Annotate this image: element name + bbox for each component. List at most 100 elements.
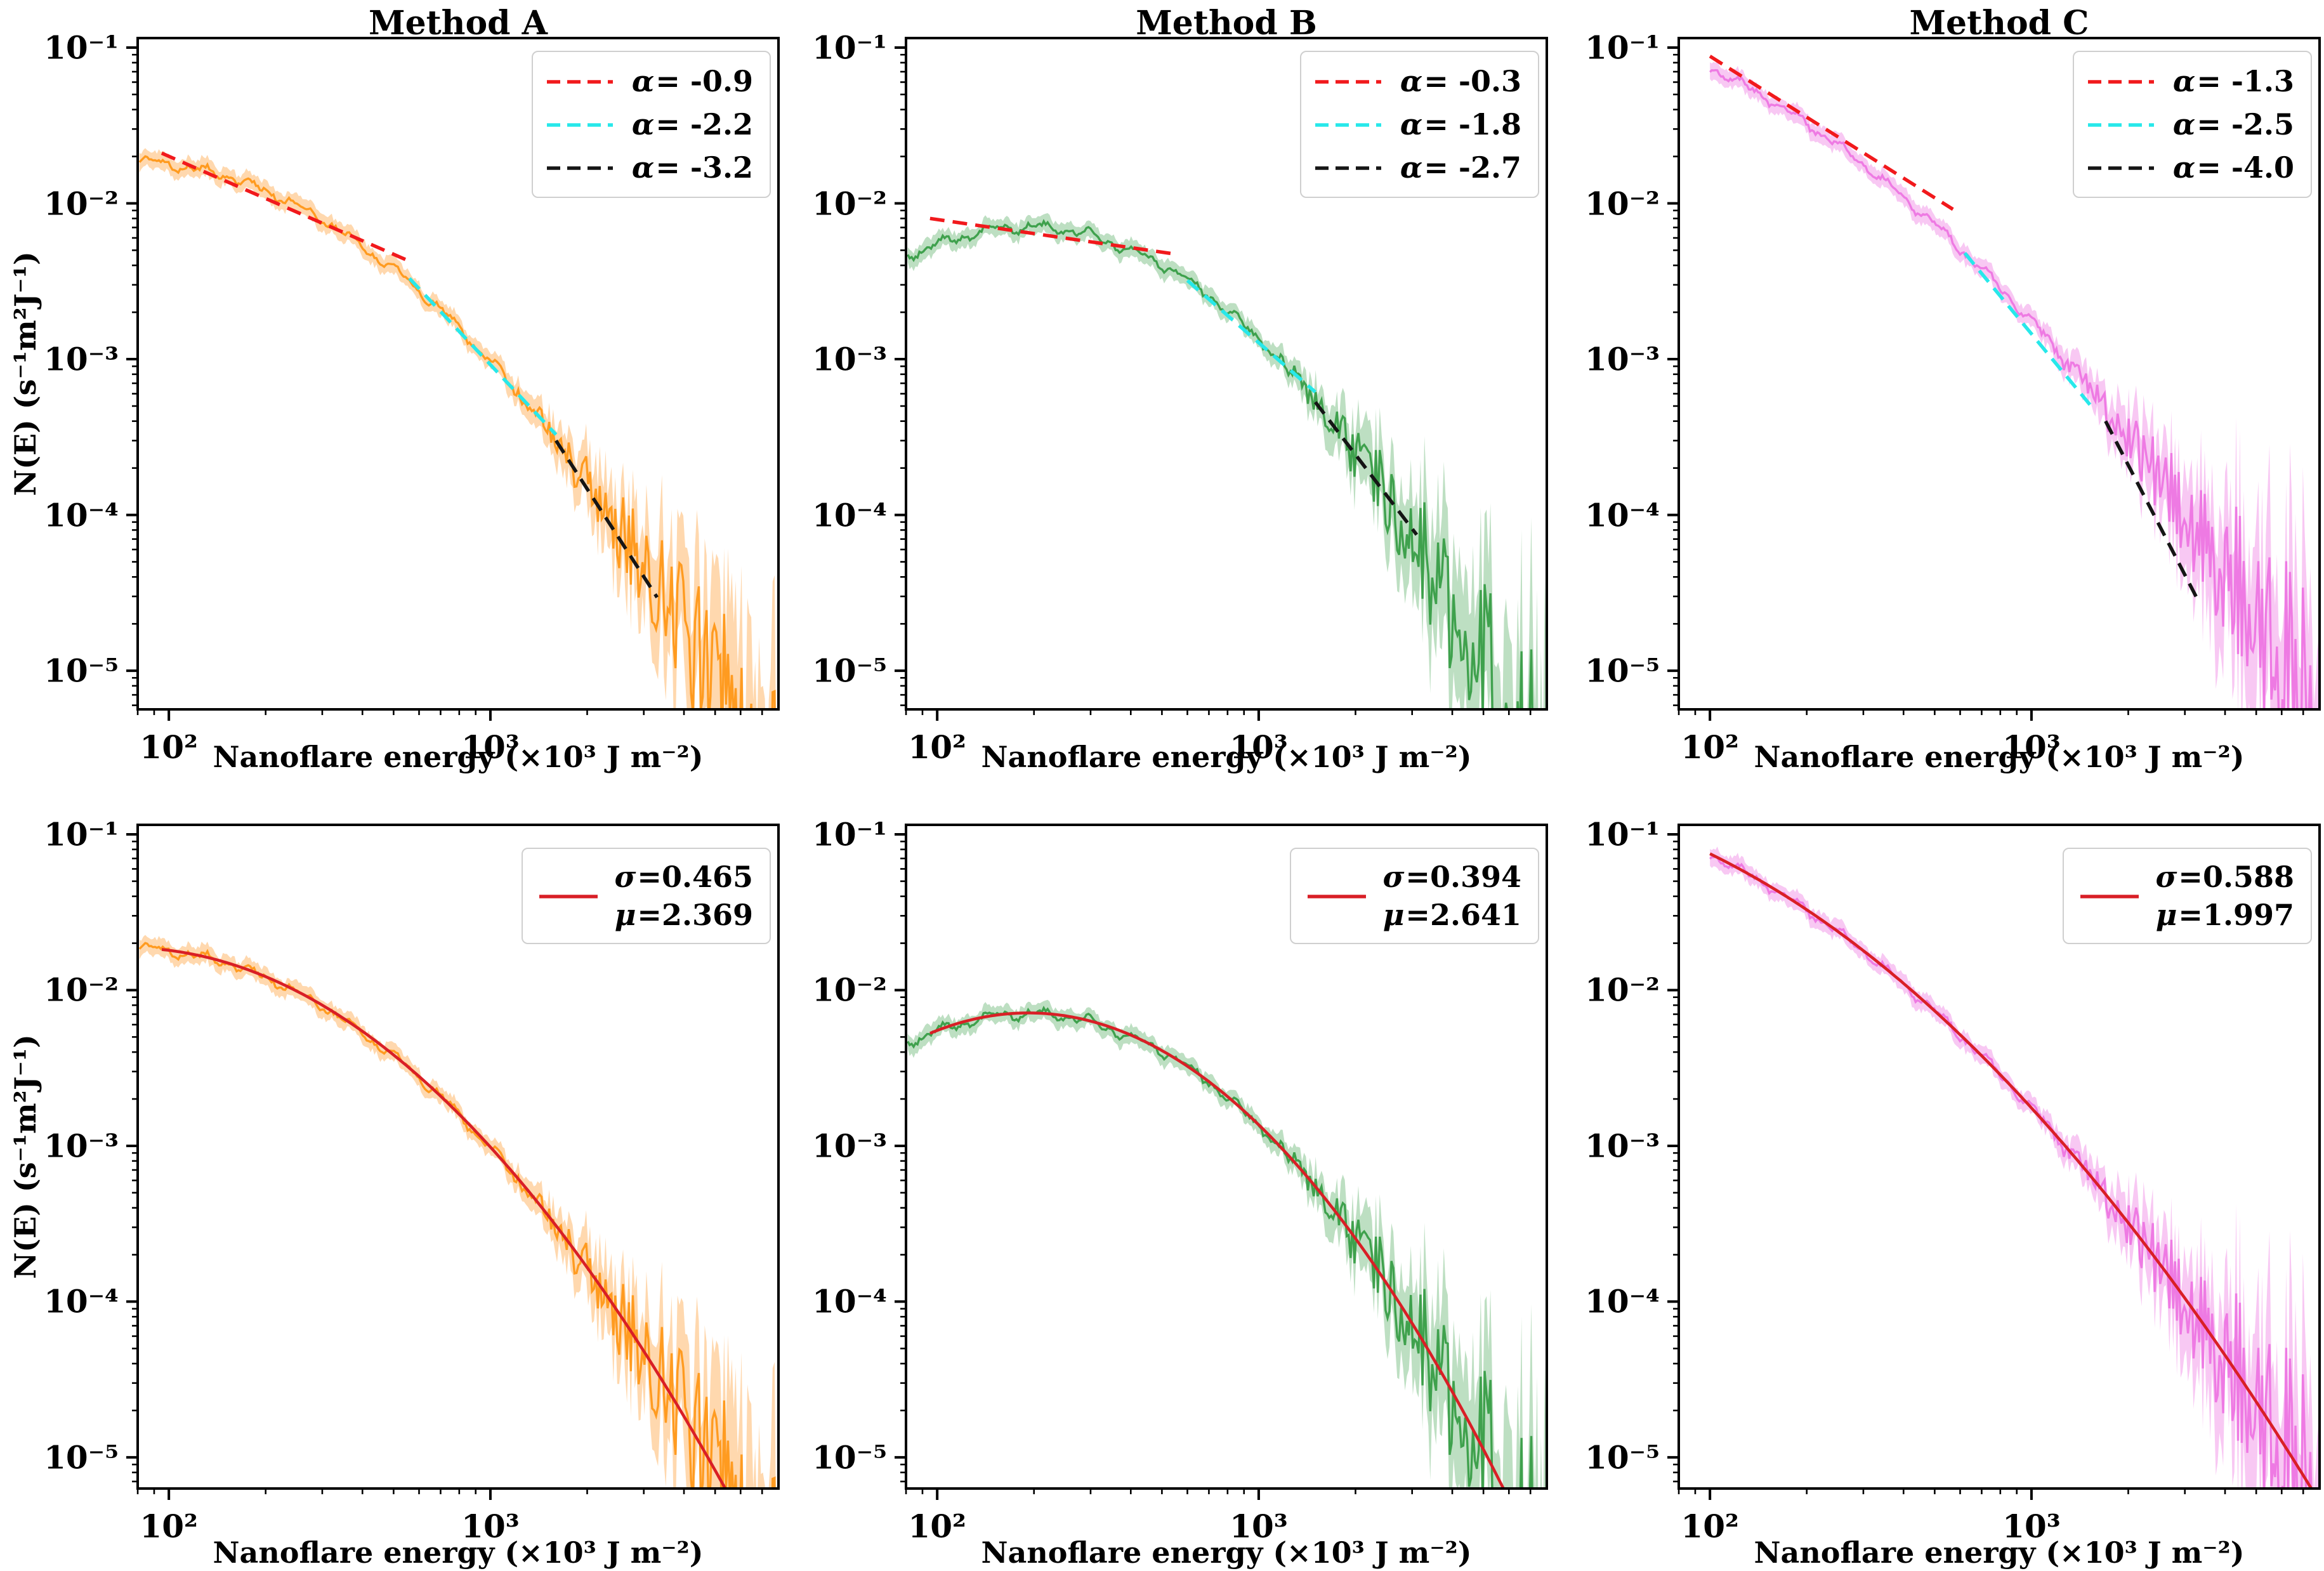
y-tick-label: 10⁻² — [812, 971, 887, 1009]
powerlaw-fit-line-alpha--1.8 — [1186, 279, 1316, 393]
plot-method-b-lognormal — [895, 824, 1548, 1500]
y-tick-label: 10⁻⁵ — [812, 652, 887, 690]
y-tick-label: 10⁻¹ — [44, 815, 119, 853]
x-axis-label: Nanoflare energy (×10³ J m⁻²) — [981, 1535, 1472, 1570]
x-tick-label: 10² — [140, 1508, 198, 1545]
error-band — [907, 999, 1547, 1489]
y-tick-label: 10⁻³ — [1585, 1127, 1660, 1165]
powerlaw-fit-line-alpha--0.3 — [929, 216, 1178, 256]
y-tick-label: 10⁻¹ — [44, 29, 119, 67]
powerlaw-fit-line-alpha--2.5 — [1963, 252, 2092, 406]
powerlaw-fit-line-alpha--2.2 — [408, 277, 558, 436]
legend-label: α= -2.7 — [1400, 150, 1521, 185]
y-tick-label: 10⁻⁵ — [1585, 1438, 1660, 1476]
legend-method-b-lognormal: σ=0.394 μ=2.641 — [1290, 848, 1539, 944]
y-tick-label: 10⁻³ — [44, 340, 119, 378]
legend-label: σ=0.588 — [2155, 860, 2294, 894]
y-tick-label: 10⁻⁵ — [1585, 652, 1660, 690]
x-tick-label: 10² — [140, 728, 198, 766]
legend-dashed-line-sample — [2087, 162, 2154, 174]
y-tick-label: 10⁻⁴ — [812, 496, 887, 534]
legend-entry: α= -1.3 — [2087, 60, 2294, 103]
legend-label: α= -2.2 — [631, 107, 753, 141]
legend-dashed-line-sample — [2087, 76, 2154, 88]
legend-label: μ=1.997 — [2155, 898, 2294, 932]
x-axis-label: Nanoflare energy (×10³ J m⁻²) — [1754, 740, 2245, 774]
legend-solid-line-sample — [2080, 890, 2139, 902]
legend-dashed-line-sample — [2087, 119, 2154, 131]
legend-label: α= -1.8 — [1400, 107, 1521, 141]
legend-label: α= -0.9 — [631, 64, 753, 98]
data-curve — [1709, 855, 2313, 1489]
y-tick-label: 10⁻² — [812, 185, 887, 222]
error-band — [139, 935, 778, 1489]
legend-dashed-line-sample — [1315, 76, 1381, 88]
legend-method-c-powerlaw: α= -1.3 α= -2.5 α= -4.0 — [2072, 51, 2312, 198]
legend-dashed-line-sample — [546, 76, 613, 88]
y-tick-label: 10⁻³ — [812, 1127, 887, 1165]
error-band — [907, 213, 1547, 709]
y-tick-label: 10⁻² — [1585, 971, 1660, 1009]
y-axis-label-top-row: N(E) (s⁻¹m²J⁻¹) — [8, 251, 43, 496]
y-axis-label-bottom-row: N(E) (s⁻¹m²J⁻¹) — [8, 1034, 43, 1279]
legend-label: α= -1.3 — [2172, 64, 2294, 98]
legend-entry: α= -3.2 — [546, 146, 753, 189]
lognormal-fit-line — [1709, 852, 2313, 1489]
powerlaw-fit-line-alpha--1.3 — [1709, 55, 1954, 211]
y-tick-label: 10⁻² — [1585, 185, 1660, 222]
x-axis-label: Nanoflare energy (×10³ J m⁻²) — [981, 740, 1472, 774]
x-axis-label: Nanoflare energy (×10³ J m⁻²) — [1754, 1535, 2245, 1570]
error-band — [1710, 846, 2320, 1489]
x-axis-label: Nanoflare energy (×10³ J m⁻²) — [213, 1535, 704, 1570]
plot-border — [136, 824, 780, 1490]
x-tick-label: 10³ — [461, 728, 520, 766]
legend-entry: α= -2.5 — [2087, 103, 2294, 146]
y-tick-label: 10⁻⁵ — [812, 1438, 887, 1476]
legend-label: μ=2.369 — [614, 898, 753, 932]
axis-ticks — [1667, 832, 2304, 1500]
data-curve — [138, 942, 776, 1489]
legend-label: α= -2.5 — [2172, 107, 2294, 141]
data-curve — [138, 155, 776, 709]
y-tick-label: 10⁻⁴ — [44, 1282, 119, 1320]
powerlaw-fit-line-alpha--3.2 — [555, 439, 659, 598]
error-band — [139, 148, 778, 709]
y-tick-label: 10⁻⁴ — [812, 1282, 887, 1320]
legend-dashed-line-sample — [546, 162, 613, 174]
x-tick-label: 10³ — [2002, 1508, 2061, 1545]
y-tick-label: 10⁻⁴ — [1585, 496, 1660, 534]
x-tick-label: 10³ — [1230, 1508, 1288, 1545]
y-tick-label: 10⁻³ — [1585, 340, 1660, 378]
legend-dashed-line-sample — [1315, 162, 1381, 174]
legend-entry: α= -4.0 — [2087, 146, 2294, 189]
legend-solid-line-sample — [1308, 890, 1367, 902]
legend-label: σ=0.465 — [614, 860, 753, 894]
legend-label: α= -0.3 — [1400, 64, 1521, 98]
lognormal-fit-line — [929, 1011, 1506, 1489]
axis-ticks — [895, 46, 1532, 721]
y-tick-label: 10⁻⁵ — [44, 1438, 119, 1476]
axis-ticks — [1667, 46, 2304, 721]
axis-ticks — [126, 832, 763, 1500]
y-tick-label: 10⁻⁴ — [1585, 1282, 1660, 1320]
legend-dashed-line-sample — [1315, 119, 1381, 131]
panel-title-method-a: Method A — [369, 4, 548, 43]
x-tick-label: 10³ — [1230, 728, 1288, 766]
plot-method-c-lognormal — [1667, 824, 2321, 1500]
y-tick-label: 10⁻¹ — [1585, 815, 1660, 853]
legend-label: α= -3.2 — [631, 150, 753, 185]
panel-title-method-b: Method B — [1136, 4, 1317, 43]
y-tick-label: 10⁻² — [44, 185, 119, 222]
legend-dashed-line-sample — [546, 119, 613, 131]
plot-method-c-powerlaw — [1667, 37, 2321, 721]
y-tick-label: 10⁻⁴ — [44, 496, 119, 534]
lognormal-fit-line — [161, 948, 727, 1489]
y-tick-label: 10⁻¹ — [812, 815, 887, 853]
x-axis-label: Nanoflare energy (×10³ J m⁻²) — [213, 740, 704, 774]
data-curve — [1709, 69, 2313, 709]
legend-label: α= -4.0 — [2172, 150, 2294, 185]
legend-method-a-lognormal: σ=0.465 μ=2.369 — [522, 848, 771, 944]
axis-ticks — [126, 46, 763, 721]
legend-method-b-powerlaw: α= -0.3 α= -1.8 α= -2.7 — [1299, 51, 1539, 198]
